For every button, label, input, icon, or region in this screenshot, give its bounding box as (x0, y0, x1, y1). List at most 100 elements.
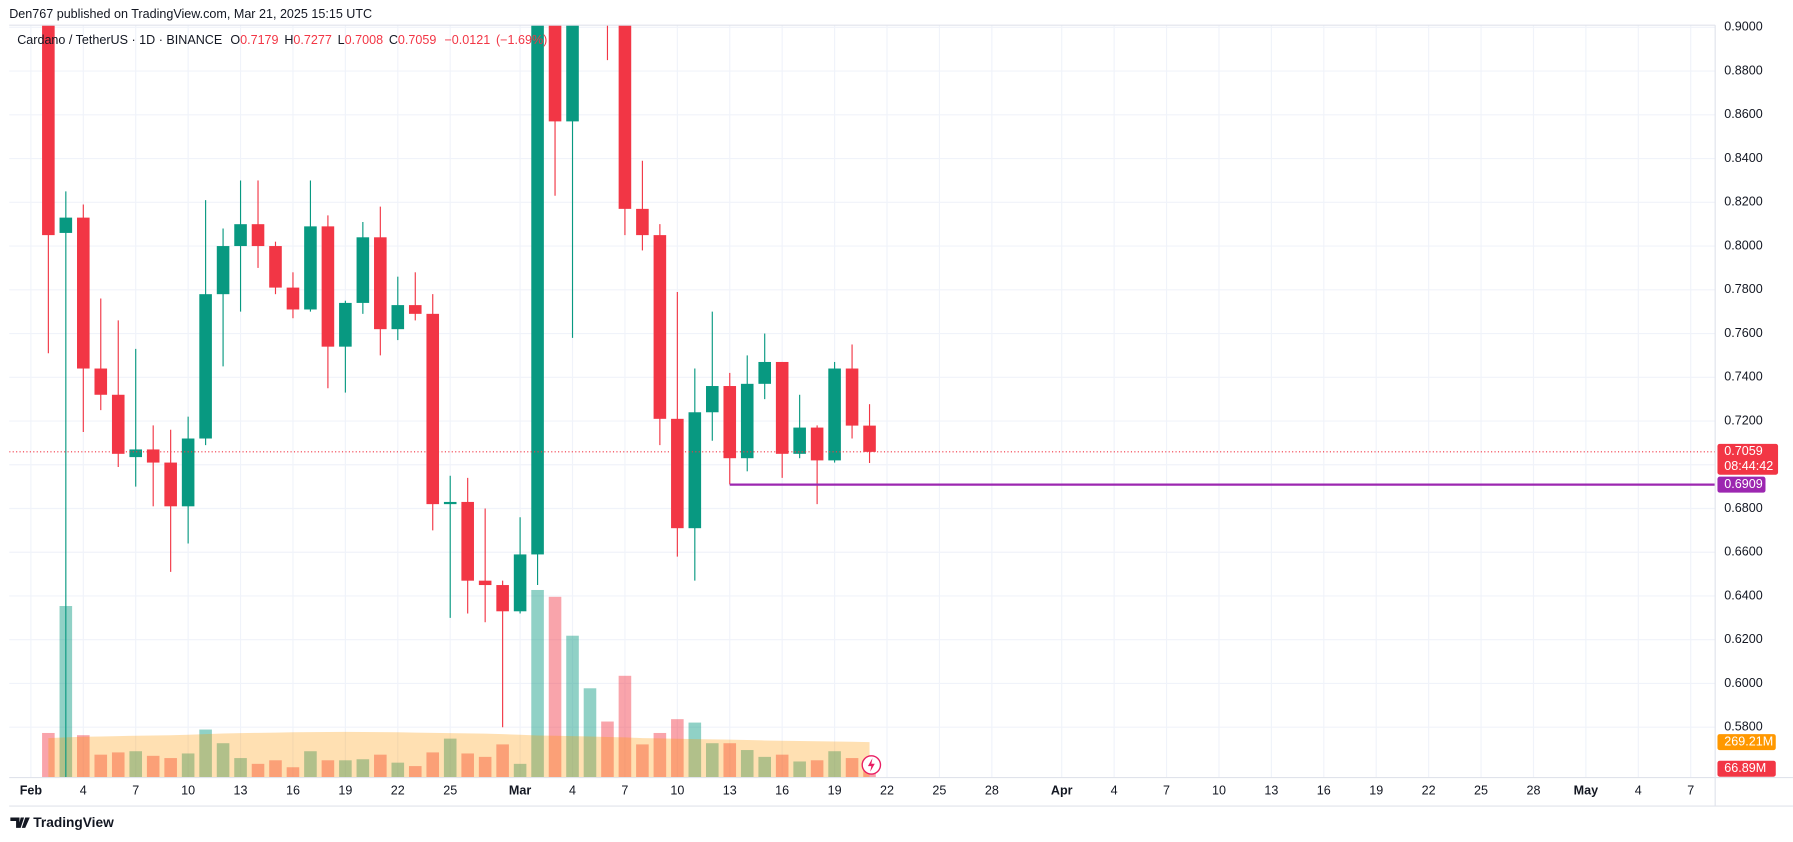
volume-bar (775, 754, 789, 778)
change: −0.0121 (444, 33, 490, 47)
y-tick-label: 0.6600 (1724, 545, 1762, 559)
y-tick-label: 0.7800 (1724, 282, 1762, 296)
volume-bar (758, 756, 771, 778)
volume-bar (618, 675, 632, 778)
candle-body (374, 237, 387, 330)
y-tick-label: 0.8600 (1724, 107, 1762, 121)
logo-mark (10, 817, 30, 828)
y-tick-label: 0.5800 (1724, 720, 1762, 734)
candle-body (566, 25, 579, 122)
symbol: Cardano / TetherUS · 1D · BINANCE (17, 33, 222, 47)
candle-body (443, 501, 457, 505)
footer-brand: TradingView (33, 815, 114, 830)
x-tick-label: 19 (828, 784, 842, 798)
y-tick-label: 0.7400 (1724, 370, 1762, 384)
x-tick-label: 4 (1111, 784, 1118, 798)
volume-bar (845, 758, 859, 778)
grid (9, 25, 1716, 778)
candle-body (828, 368, 841, 461)
x-tick-label: 16 (1317, 784, 1331, 798)
candle-body (775, 361, 789, 454)
change-percent: (−1.69%) (496, 33, 547, 47)
volume-bar (548, 596, 562, 778)
x-tick-label: 13 (1264, 784, 1278, 798)
x-tick-label: 10 (1212, 784, 1226, 798)
y-tick-label: 0.8200 (1724, 195, 1762, 209)
last-price-label-bg (1717, 443, 1779, 475)
y-tick-label: 0.6200 (1724, 632, 1762, 646)
x-tick-label: Mar (509, 784, 531, 798)
x-tick-label: Apr (1051, 784, 1073, 798)
x-tick-label: May (1574, 784, 1598, 798)
candle-body (531, 25, 544, 555)
candle-body (548, 25, 562, 122)
volume-bar (583, 688, 597, 778)
volume-tick-bg (1717, 760, 1776, 777)
x-tick-label: 10 (670, 784, 684, 798)
candle-body (461, 501, 474, 581)
volume-bar (653, 732, 667, 778)
x-tick-label: 19 (1369, 784, 1383, 798)
y-tick-label: 0.9000 (1724, 20, 1762, 34)
volume-tick-bg (1717, 734, 1776, 751)
candle-body (618, 25, 632, 209)
volume-bar (216, 743, 230, 778)
y-tick-label: 0.7200 (1724, 413, 1762, 427)
volume-bar (269, 760, 282, 778)
candle-body (653, 235, 667, 419)
volume-bar (723, 743, 737, 778)
candle-body (758, 361, 771, 384)
close-value: 0.7059 (398, 33, 436, 47)
y-tick-label: 0.8000 (1724, 238, 1762, 252)
volume-pane (42, 589, 876, 778)
volume-bar (688, 722, 702, 778)
volume-bar (793, 761, 806, 778)
candle-body (181, 438, 195, 507)
candle-body (408, 305, 422, 314)
candle-body (810, 427, 824, 461)
x-tick-label: 28 (1526, 784, 1540, 798)
volume-bar (601, 721, 614, 778)
candle-body (111, 394, 125, 454)
countdown: 08:44:42 (1724, 459, 1773, 473)
volume-bar (426, 752, 440, 778)
candle-body (146, 449, 160, 463)
candle-body (671, 418, 684, 529)
x-tick-label: 25 (932, 784, 946, 798)
y-tick-label: 0.7600 (1724, 326, 1762, 340)
volume-bar (234, 758, 247, 778)
y-tick-label: 0.8800 (1724, 63, 1762, 77)
price-pane (9, 25, 1716, 778)
volume-bar (339, 760, 352, 778)
candle-body (478, 580, 492, 586)
event-icon-bolt (867, 758, 875, 772)
volume-bar (705, 743, 719, 778)
candle-body (845, 368, 859, 426)
volume-bar (146, 755, 160, 778)
x-tick-label: 22 (880, 784, 894, 798)
volume-bar (304, 751, 317, 778)
volume-bar (740, 750, 754, 778)
volume-bar (356, 759, 370, 778)
candle-body (251, 224, 265, 247)
candle-body (391, 305, 405, 330)
candle-body (286, 287, 300, 310)
volume-bar (321, 760, 335, 778)
volume-bar (671, 719, 684, 778)
legend-line: Cardano / TetherUS · 1D · BINANCE O0.717… (17, 33, 547, 47)
volume-bar (636, 744, 649, 778)
volume-bar (77, 735, 90, 778)
x-tick-label: 7 (621, 784, 628, 798)
volume-bar (181, 753, 195, 778)
candle-body (129, 449, 143, 458)
x-tick-label: Feb (20, 784, 43, 798)
x-tick-label: 13 (723, 784, 737, 798)
y-tick-label: 0.6400 (1724, 588, 1762, 602)
y-tick-label: 0.6000 (1724, 676, 1762, 690)
volume-bar (810, 760, 824, 778)
candle-body (216, 246, 230, 295)
low-value: 0.7008 (345, 33, 383, 47)
x-tick-label: 25 (1474, 784, 1488, 798)
candle-body (426, 313, 440, 505)
